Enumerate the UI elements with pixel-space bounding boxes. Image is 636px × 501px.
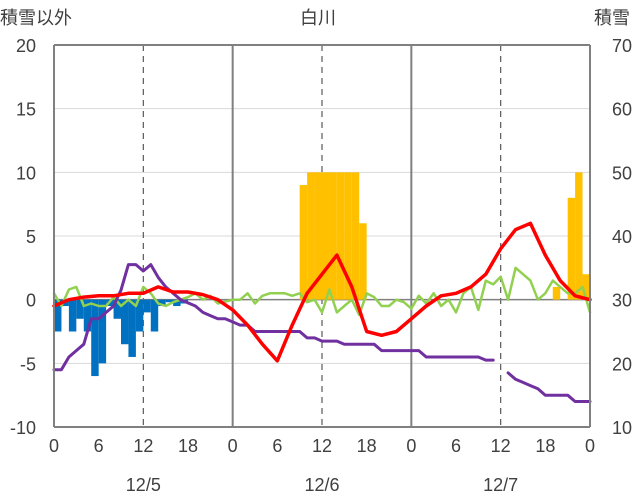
left-tick-label: 15 <box>16 100 36 120</box>
line-series <box>52 221 592 403</box>
x-tick-label: 12 <box>491 436 511 456</box>
left-tick-label: 20 <box>16 36 36 56</box>
bar <box>158 299 166 307</box>
bar <box>121 299 129 345</box>
right-tick-label: 70 <box>612 36 632 56</box>
x-tick-label: 6 <box>451 436 461 456</box>
bar <box>98 299 107 364</box>
day-label: 12/6 <box>304 475 339 495</box>
bar <box>314 172 322 300</box>
bar <box>351 172 360 300</box>
bar <box>299 185 308 300</box>
bar <box>54 299 62 332</box>
x-axis-day-labels: 12/5 12/6 12/7 <box>126 475 518 495</box>
series-line <box>52 221 592 363</box>
right-tick-label: 50 <box>612 163 632 183</box>
day-label: 12/5 <box>126 475 161 495</box>
x-tick-label: 0 <box>406 436 416 456</box>
x-tick-label: 18 <box>357 436 377 456</box>
right-axis-ticks: 70 60 50 40 30 20 10 <box>612 36 632 438</box>
x-tick-label: 6 <box>272 436 282 456</box>
x-tick-label: 0 <box>585 436 595 456</box>
left-tick-label: 5 <box>26 227 36 247</box>
bar <box>582 274 590 300</box>
chart-title: 白川 <box>300 8 336 28</box>
right-tick-label: 60 <box>612 100 632 120</box>
left-tick-label: -5 <box>20 354 36 374</box>
series-line <box>506 371 592 403</box>
bar <box>135 299 144 332</box>
x-tick-label: 6 <box>94 436 104 456</box>
x-tick-label: 12 <box>133 436 153 456</box>
right-axis-title: 積雪 <box>594 8 630 28</box>
bar <box>68 299 77 332</box>
plot-frame <box>53 44 591 428</box>
left-axis-title: 積雪以外 <box>0 8 72 28</box>
left-axis-ticks: 20 15 10 5 0 -5 -10 <box>10 36 36 438</box>
bar <box>307 172 315 300</box>
bar <box>344 172 352 300</box>
bar <box>567 197 576 300</box>
right-tick-label: 40 <box>612 227 632 247</box>
bar <box>83 299 92 332</box>
left-tick-label: -10 <box>10 418 36 438</box>
x-tick-label: 0 <box>228 436 238 456</box>
x-tick-label: 0 <box>49 436 59 456</box>
bar <box>575 172 583 300</box>
day-label: 12/7 <box>483 475 518 495</box>
bar <box>76 299 84 319</box>
series-line <box>52 266 592 317</box>
x-tick-label: 12 <box>312 436 332 456</box>
right-tick-label: 30 <box>612 291 632 311</box>
left-tick-label: 0 <box>26 291 36 311</box>
bar <box>143 299 151 313</box>
right-tick-label: 10 <box>612 418 632 438</box>
bar <box>322 172 330 300</box>
bar <box>329 172 337 300</box>
x-tick-label: 18 <box>178 436 198 456</box>
bar <box>91 299 99 377</box>
bar <box>359 223 367 300</box>
bar <box>150 299 159 332</box>
x-axis-hour-ticks: 0 6 12 18 0 6 12 18 0 6 12 18 0 <box>49 436 595 456</box>
right-tick-label: 20 <box>612 354 632 374</box>
bar <box>173 299 181 307</box>
bar <box>336 172 345 300</box>
bar <box>113 299 121 319</box>
x-tick-label: 18 <box>535 436 555 456</box>
bar <box>128 299 136 357</box>
series-line <box>52 263 495 372</box>
left-tick-label: 10 <box>16 163 36 183</box>
bar <box>552 286 561 300</box>
bar <box>165 299 174 303</box>
